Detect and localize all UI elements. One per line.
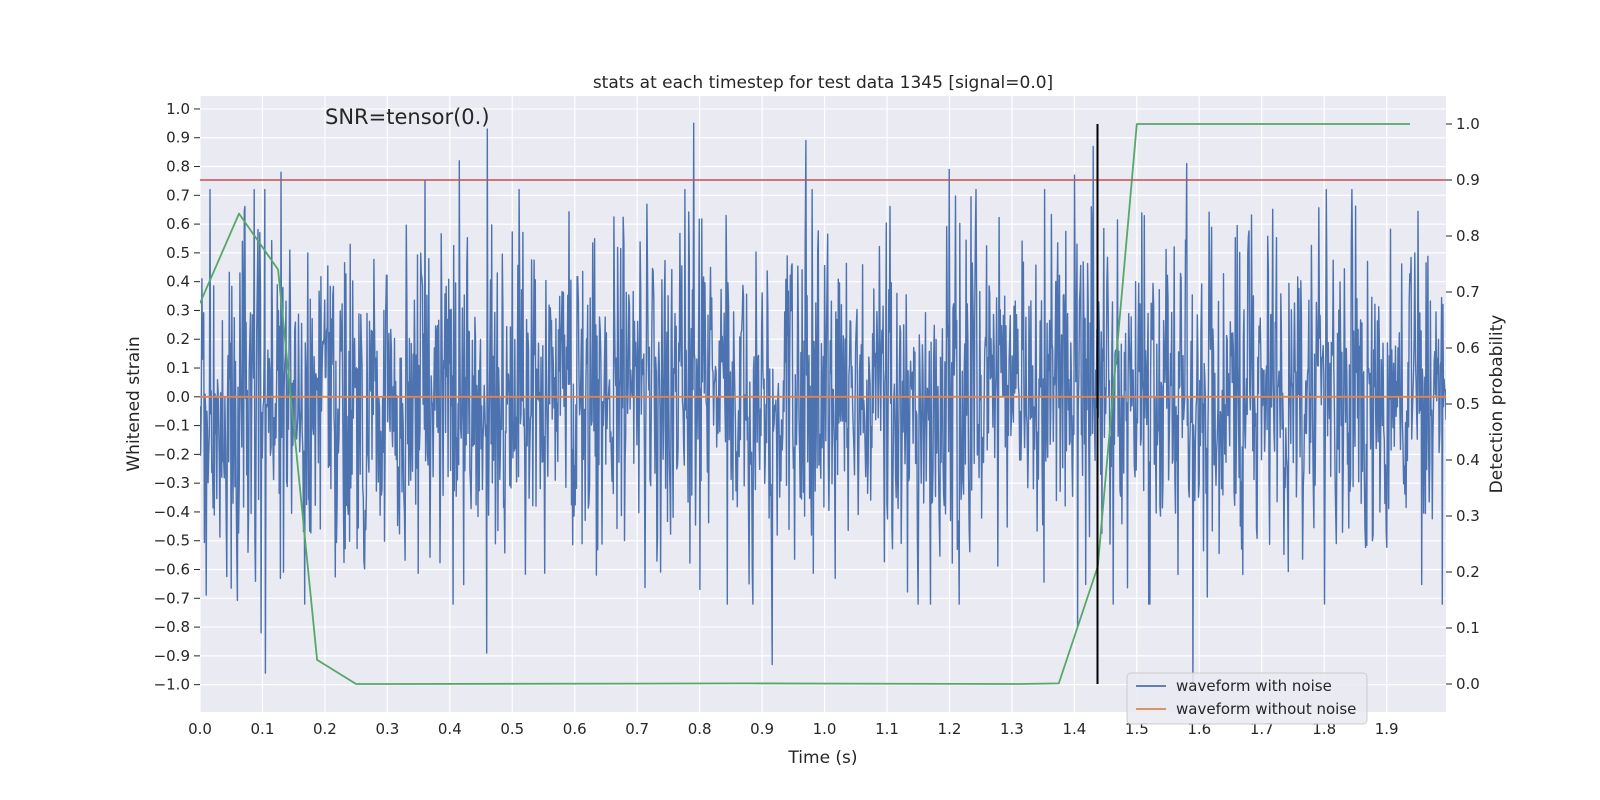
x-tick-label: 0.9 xyxy=(750,720,774,738)
y-tick-label: 0.4 xyxy=(166,273,190,291)
y-tick-label: 0.7 xyxy=(166,186,190,204)
x-tick-label: 1.0 xyxy=(813,720,837,738)
series-waveform-with-noise xyxy=(200,122,1446,683)
x-tick-label: 1.3 xyxy=(1000,720,1024,738)
series-detection-probability xyxy=(200,123,1411,685)
x-tick-label: 0.0 xyxy=(188,720,212,738)
y-tick-label: 0.9 xyxy=(166,129,190,147)
y-tick-labels: 1.0 0.9 0.8 0.7 0.6 0.5 0.4 0.3 0.2 0.1 0.0 −0.1 −0.… xyxy=(154,100,200,694)
legend-label-clean: waveform without noise xyxy=(1176,700,1356,718)
x-tick-labels: 0.0 0.1 0.2 0.3 0.4 0.5 0.6 0.7 0.8 0.9 1.0 1.1 1.2 1… xyxy=(188,720,1399,738)
y-tick-label: −1.0 xyxy=(154,676,190,694)
y2-tick-label: 0.1 xyxy=(1456,619,1480,637)
y-tick-label: −0.3 xyxy=(154,474,190,492)
y-tick-label: −0.1 xyxy=(154,417,190,435)
y2-axis-label: Detection probability xyxy=(1487,315,1507,494)
series-layer xyxy=(200,122,1446,685)
y2-tick-label: 0.3 xyxy=(1456,507,1480,525)
y-tick-label: −0.5 xyxy=(154,532,190,550)
x-tick-label: 0.2 xyxy=(313,720,337,738)
y2-tick-label: 0.2 xyxy=(1456,563,1480,581)
x-tick-label: 1.4 xyxy=(1062,720,1086,738)
x-tick-label: 1.1 xyxy=(875,720,899,738)
grid xyxy=(199,96,1446,712)
x-tick-label: 0.8 xyxy=(688,720,712,738)
y-tick-label: −0.2 xyxy=(154,445,190,463)
chart-title: stats at each timestep for test data 134… xyxy=(593,73,1053,93)
snr-annotation: SNR=tensor(0.) xyxy=(325,105,490,129)
y-tick-label: 0.3 xyxy=(166,301,190,319)
x-tick-label: 0.7 xyxy=(625,720,649,738)
y-tick-label: 0.0 xyxy=(166,388,190,406)
y-tick-label: −0.6 xyxy=(154,561,190,579)
y2-tick-label: 0.4 xyxy=(1456,451,1480,469)
y-tick-label: 0.6 xyxy=(166,215,190,233)
x-tick-label: 0.1 xyxy=(251,720,275,738)
y2-tick-label: 0.5 xyxy=(1456,395,1480,413)
y2-tick-label: 1.0 xyxy=(1456,115,1480,133)
y2-tick-label: 0.0 xyxy=(1456,675,1480,693)
y-tick-label: −0.4 xyxy=(154,503,190,521)
y-tick-label: 0.5 xyxy=(166,244,190,262)
y-tick-label: 0.8 xyxy=(166,158,190,176)
x-tick-label: 1.2 xyxy=(938,720,962,738)
legend-label-noise: waveform with noise xyxy=(1176,677,1332,695)
y-axis-label: Whitened strain xyxy=(124,336,144,471)
x-tick-label: 0.6 xyxy=(563,720,587,738)
x-tick-label: 1.9 xyxy=(1375,720,1399,738)
y2-tick-labels: 1.0 0.9 0.8 0.7 0.6 0.5 0.4 0.3 0.2 0.1 0.0 xyxy=(1446,115,1480,693)
y2-tick-label: 0.6 xyxy=(1456,339,1480,357)
x-axis-label: Time (s) xyxy=(787,748,857,768)
x-tick-label: 0.3 xyxy=(375,720,399,738)
y-tick-label: 0.2 xyxy=(166,330,190,348)
y2-tick-label: 0.9 xyxy=(1456,171,1480,189)
x-tick-label: 0.5 xyxy=(500,720,524,738)
y2-tick-label: 0.7 xyxy=(1456,283,1480,301)
legend-box xyxy=(1126,672,1368,725)
y-tick-label: 1.0 xyxy=(166,100,190,118)
legend: waveform with noise waveform without noi… xyxy=(1126,672,1368,725)
x-tick-label: 0.4 xyxy=(438,720,462,738)
y-tick-label: −0.7 xyxy=(154,589,190,607)
y2-tick-label: 0.8 xyxy=(1456,227,1480,245)
y-tick-label: 0.1 xyxy=(166,359,190,377)
y-tick-label: −0.8 xyxy=(154,618,190,636)
y-tick-label: −0.9 xyxy=(154,647,190,665)
